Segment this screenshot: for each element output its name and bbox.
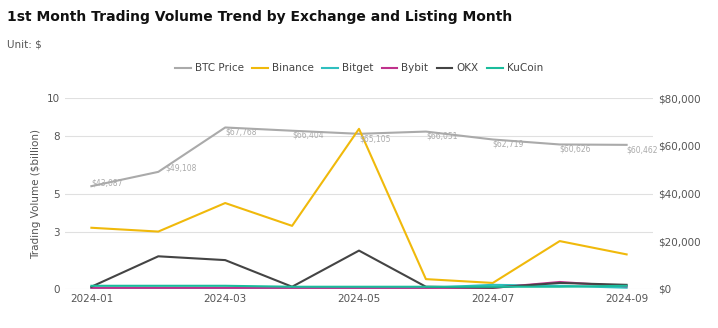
Line: Binance: Binance: [91, 129, 627, 283]
Bybit: [288, 286, 297, 290]
Bitget: [154, 286, 162, 290]
Bitget: [556, 284, 564, 288]
Binance: [154, 230, 162, 234]
Bitget: [355, 286, 363, 290]
Binance: [556, 239, 564, 243]
Text: $65,105: $65,105: [359, 134, 391, 143]
Legend: BTC Price, Binance, Bitget, Bybit, OKX, KuCoin: BTC Price, Binance, Bitget, Bybit, OKX, …: [171, 59, 547, 78]
Binance: [288, 224, 297, 228]
Bitget: [288, 286, 297, 290]
Bybit: [421, 286, 430, 290]
Bybit: [221, 286, 230, 290]
Line: Bybit: Bybit: [91, 282, 627, 288]
BTC Price: [221, 126, 230, 130]
KuCoin: [221, 284, 230, 288]
BTC Price: [154, 170, 162, 174]
BTC Price: [421, 130, 430, 133]
Binance: [421, 277, 430, 281]
Bitget: [421, 286, 430, 290]
Text: $43,087: $43,087: [91, 178, 123, 187]
OKX: [623, 283, 631, 287]
BTC Price: [288, 129, 297, 133]
Binance: [355, 127, 363, 131]
Text: 1st Month Trading Volume Trend by Exchange and Listing Month: 1st Month Trading Volume Trend by Exchan…: [7, 10, 513, 24]
OKX: [421, 285, 430, 289]
Text: Unit: $: Unit: $: [7, 39, 42, 49]
Line: KuCoin: KuCoin: [91, 286, 627, 287]
BTC Price: [556, 142, 564, 146]
KuCoin: [556, 285, 564, 289]
KuCoin: [488, 285, 497, 289]
KuCoin: [288, 285, 297, 289]
Line: BTC Price: BTC Price: [91, 128, 627, 186]
Line: OKX: OKX: [91, 251, 627, 288]
Binance: [87, 226, 95, 230]
Bitget: [488, 283, 497, 287]
Line: Bitget: Bitget: [91, 285, 627, 288]
OKX: [154, 254, 162, 258]
Bybit: [154, 286, 162, 290]
Text: $60,626: $60,626: [560, 145, 591, 154]
Text: $49,108: $49,108: [165, 164, 196, 173]
KuCoin: [87, 284, 95, 288]
Text: $60,462: $60,462: [627, 145, 658, 154]
Binance: [623, 253, 631, 256]
KuCoin: [154, 284, 162, 288]
Text: $62,719: $62,719: [493, 140, 524, 149]
Text: $67,768: $67,768: [225, 128, 257, 137]
Bybit: [623, 284, 631, 288]
Bybit: [87, 286, 95, 290]
Bybit: [556, 280, 564, 284]
OKX: [221, 258, 230, 262]
Binance: [221, 201, 230, 205]
OKX: [288, 285, 297, 289]
Bitget: [87, 286, 95, 290]
Bitget: [623, 286, 631, 290]
Bybit: [488, 286, 497, 290]
BTC Price: [488, 137, 497, 141]
OKX: [556, 281, 564, 285]
OKX: [355, 249, 363, 253]
Bybit: [355, 286, 363, 290]
Text: $66,051: $66,051: [426, 132, 457, 141]
Y-axis label: Trading Volume ($billion): Trading Volume ($billion): [31, 129, 41, 258]
BTC Price: [87, 184, 95, 188]
Bitget: [221, 286, 230, 290]
Binance: [488, 281, 497, 285]
KuCoin: [355, 285, 363, 289]
OKX: [87, 285, 95, 289]
BTC Price: [623, 143, 631, 147]
OKX: [488, 286, 497, 290]
Text: $66,404: $66,404: [292, 131, 324, 140]
BTC Price: [355, 132, 363, 136]
KuCoin: [623, 284, 631, 288]
KuCoin: [421, 285, 430, 289]
